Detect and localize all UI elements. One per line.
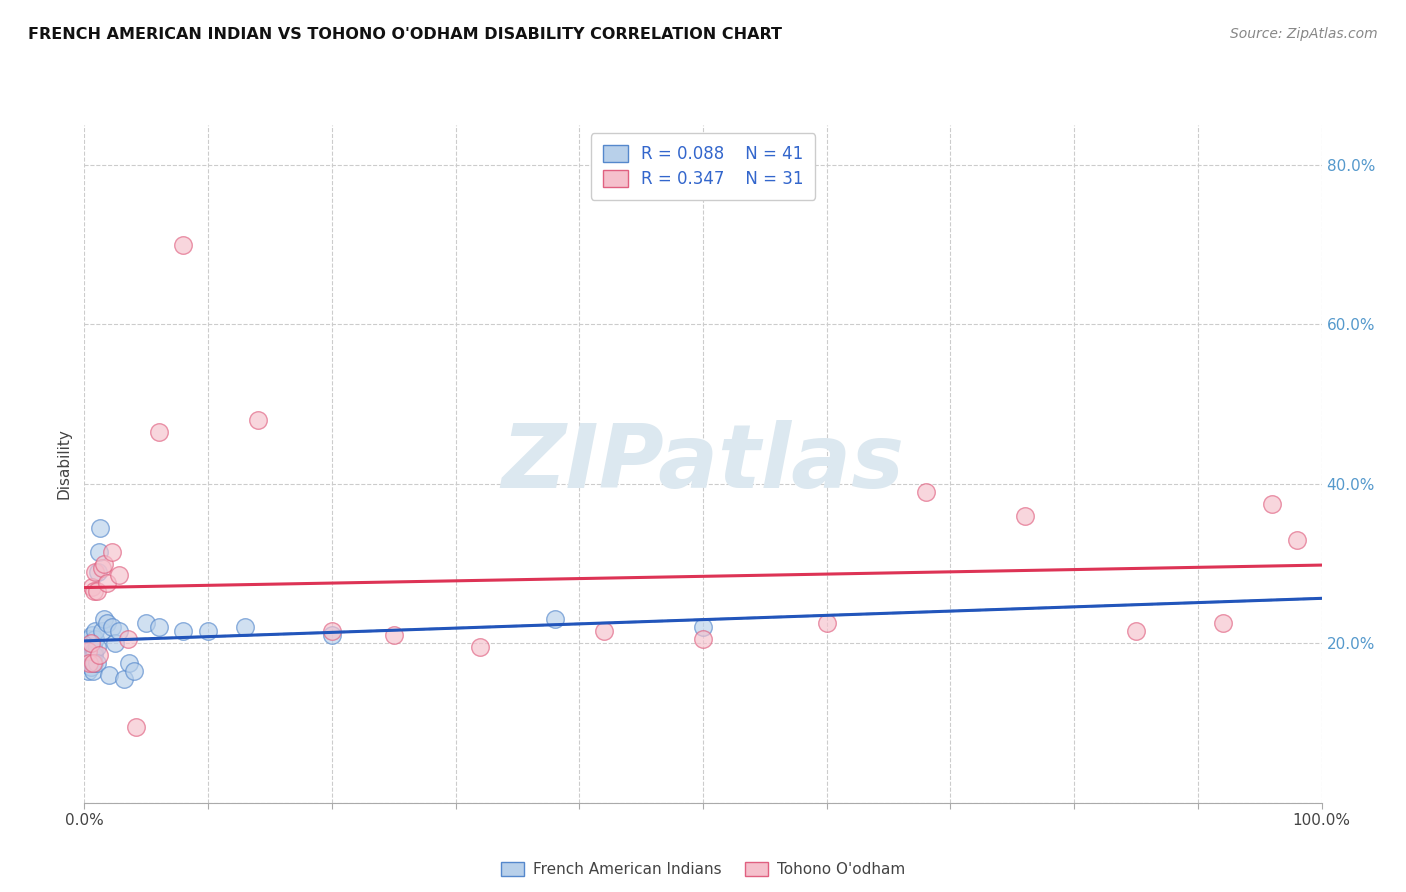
Y-axis label: Disability: Disability	[56, 428, 72, 500]
Point	[1212, 616, 1234, 631]
Point	[83, 657, 105, 671]
Point	[80, 648, 103, 663]
Point	[593, 624, 616, 639]
Point	[96, 576, 118, 591]
Point	[79, 660, 101, 674]
Point	[148, 425, 170, 439]
Point	[815, 616, 838, 631]
Legend: French American Indians, Tohono O'odham: French American Indians, Tohono O'odham	[495, 856, 911, 883]
Point	[80, 657, 103, 671]
Point	[382, 628, 405, 642]
Point	[246, 413, 269, 427]
Point	[108, 568, 131, 582]
Point	[692, 632, 714, 647]
Point	[79, 644, 101, 658]
Point	[79, 636, 101, 650]
Point	[1125, 624, 1147, 639]
Point	[172, 624, 194, 639]
Point	[83, 644, 105, 658]
Point	[86, 640, 108, 655]
Point	[89, 544, 111, 558]
Point	[80, 628, 103, 642]
Point	[84, 624, 107, 639]
Point	[86, 584, 108, 599]
Point	[470, 640, 492, 655]
Point	[692, 620, 714, 634]
Point	[148, 620, 170, 634]
Point	[80, 581, 103, 595]
Point	[83, 648, 105, 663]
Point	[125, 720, 148, 734]
Point	[79, 657, 101, 671]
Point	[197, 624, 219, 639]
Point	[543, 612, 565, 626]
Point	[100, 544, 122, 558]
Point	[79, 636, 101, 650]
Point	[93, 557, 115, 571]
Point	[89, 648, 111, 663]
Point	[118, 657, 141, 671]
Point	[87, 565, 110, 579]
Point	[104, 636, 127, 650]
Text: ZIPatlas: ZIPatlas	[502, 420, 904, 508]
Point	[172, 237, 194, 252]
Point	[82, 657, 104, 671]
Point	[100, 620, 122, 634]
Text: Source: ZipAtlas.com: Source: ZipAtlas.com	[1230, 27, 1378, 41]
Point	[83, 584, 105, 599]
Point	[89, 521, 111, 535]
Point	[76, 640, 98, 655]
Point	[90, 560, 112, 574]
Point	[79, 632, 101, 647]
Point	[1014, 508, 1036, 523]
Point	[321, 628, 343, 642]
Point	[321, 624, 343, 639]
Point	[122, 664, 145, 678]
Point	[1285, 533, 1308, 547]
Point	[1261, 497, 1284, 511]
Point	[98, 668, 121, 682]
Point	[77, 652, 100, 666]
Point	[77, 644, 100, 658]
Point	[135, 616, 157, 631]
Point	[233, 620, 256, 634]
Point	[108, 624, 131, 639]
Point	[86, 657, 108, 671]
Point	[96, 616, 118, 631]
Point	[93, 612, 115, 626]
Point	[84, 565, 107, 579]
Point	[79, 648, 101, 663]
Point	[117, 632, 139, 647]
Point	[914, 484, 936, 499]
Point	[82, 664, 104, 678]
Point	[90, 624, 112, 639]
Point	[84, 632, 107, 647]
Point	[112, 672, 135, 686]
Point	[77, 664, 100, 678]
Text: FRENCH AMERICAN INDIAN VS TOHONO O'ODHAM DISABILITY CORRELATION CHART: FRENCH AMERICAN INDIAN VS TOHONO O'ODHAM…	[28, 27, 782, 42]
Point	[82, 640, 104, 655]
